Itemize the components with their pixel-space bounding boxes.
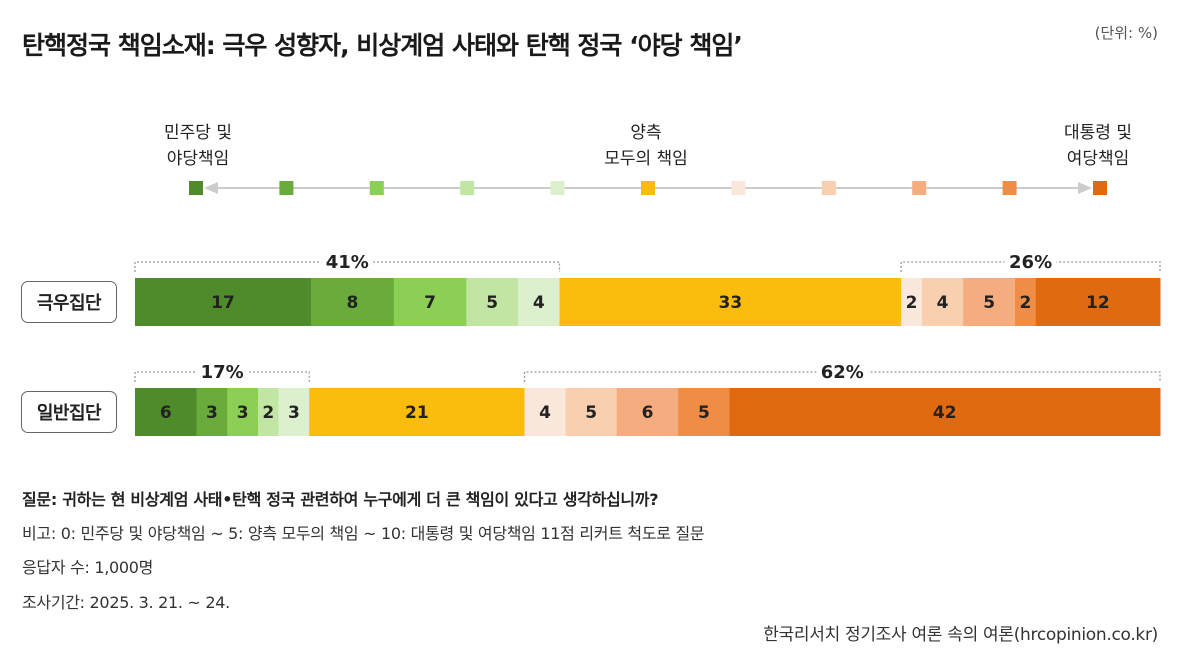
bracket-right-r0 (900, 261, 1161, 272)
chart-title: 탄핵정국 책임소재: 극우 성향자, 비상계엄 사태와 탄핵 정국 ‘야당 책임… (22, 31, 743, 60)
scale-marker-10 (1093, 181, 1107, 195)
bar-segment-r0-s0 (135, 278, 312, 326)
bar-segment-r0-s8 (963, 278, 1016, 326)
bar-value-r0-s6: 2 (906, 293, 918, 313)
bar-value-r0-s8: 5 (983, 293, 995, 313)
scale-marker-4 (550, 181, 565, 195)
bar-segment-r0-s9 (1015, 278, 1037, 326)
bar-segment-r1-s5 (309, 388, 525, 436)
bar-segment-r1-s7 (565, 388, 618, 436)
bracket-left-r0 (134, 261, 561, 272)
bar-value-r0-s2: 7 (424, 293, 436, 313)
bar-segment-r1-s10 (729, 388, 1161, 436)
bracket-right-r1 (523, 371, 1161, 382)
bar-value-r1-s10: 42 (933, 403, 957, 423)
note-remark: 비고: 0: 민주당 및 야당책임 ~ 5: 양측 모두의 책임 ~ 10: 대… (22, 524, 705, 543)
note-respondents: 응답자 수: 1,000명 (22, 558, 154, 577)
scale-marker-1 (279, 181, 294, 195)
bracket-bg-left-r1 (196, 362, 249, 382)
bar-segment-r1-s8 (616, 388, 679, 436)
scale-marker-9 (1002, 181, 1017, 195)
bar-value-r1-s9: 5 (698, 403, 710, 423)
bar-segment-r1-s3 (258, 388, 279, 436)
scale-marker-7 (821, 181, 836, 195)
scale-mid-label: 양측 모두의 책임 (604, 123, 688, 169)
bar-value-r0-s7: 4 (937, 293, 949, 313)
bar-segment-r0-s3 (466, 278, 519, 326)
bracket-bg-right-r0 (1004, 252, 1057, 272)
bar-segment-r1-s6 (524, 388, 566, 436)
bar-value-r0-s10: 12 (1086, 293, 1110, 313)
bar-value-r1-s3: 2 (262, 403, 274, 423)
bar-value-r1-s5: 21 (405, 403, 429, 423)
arrow-right-icon (1078, 182, 1092, 194)
bracket-bg-left-r0 (321, 252, 374, 272)
bar-value-r1-s4: 3 (288, 403, 300, 423)
bracket-bg-right-r1 (816, 362, 869, 382)
bar-segment-r0-s1 (311, 278, 395, 326)
bar-value-r0-s3: 5 (486, 293, 498, 313)
bar-value-r1-s1: 3 (206, 403, 218, 423)
bar-segment-r1-s0 (135, 388, 197, 436)
bar-segment-r0-s6 (901, 278, 923, 326)
bracket-total-right-r0: 26% (1009, 252, 1052, 273)
bar-segment-r0-s2 (393, 278, 467, 326)
bar-segment-r1-s9 (678, 388, 730, 436)
bracket-total-right-r1: 62% (821, 362, 864, 383)
row-label-general: 일반집단 (21, 391, 117, 433)
source-credit: 한국리서치 정기조사 여론 속의 여론(hrcopinion.co.kr) (763, 625, 1158, 645)
scale-marker-3 (460, 181, 475, 195)
scale-marker-0 (189, 181, 203, 195)
bar-value-r1-s6: 4 (539, 403, 551, 423)
scale-marker-5 (641, 181, 655, 195)
scale-left-label: 민주당 및 야당책임 (164, 123, 232, 169)
scale-marker-8 (912, 181, 927, 195)
bar-value-r0-s5: 33 (718, 293, 742, 313)
scale-marker-6 (731, 181, 746, 195)
bar-value-r1-s0: 6 (160, 403, 172, 423)
bracket-total-left-r1: 17% (201, 362, 244, 383)
note-question: 질문: 귀하는 현 비상계엄 사태•탄핵 정국 관련하여 누구에게 더 큰 책임… (22, 490, 659, 509)
scale-marker-2 (369, 181, 384, 195)
arrow-left-icon (204, 182, 218, 194)
bar-segment-r0-s10 (1035, 278, 1161, 326)
bar-segment-r1-s1 (196, 388, 228, 436)
bar-value-r0-s4: 4 (533, 293, 545, 313)
unit-label: (단위: %) (1094, 24, 1158, 42)
row-label-far-right: 극우집단 (21, 281, 117, 323)
bar-value-r1-s8: 6 (642, 403, 654, 423)
bar-value-r1-s2: 3 (237, 403, 249, 423)
scale-right-label: 대통령 및 여당책임 (1064, 123, 1132, 169)
bar-segment-r1-s4 (278, 388, 310, 436)
bar-value-r1-s7: 5 (585, 403, 597, 423)
note-period: 조사기간: 2025. 3. 21. ~ 24. (22, 593, 230, 612)
bar-segment-r0-s5 (559, 278, 902, 326)
bracket-total-left-r0: 41% (326, 252, 369, 273)
bar-segment-r0-s7 (921, 278, 964, 326)
bar-value-r0-s9: 2 (1019, 293, 1031, 313)
bar-segment-r1-s2 (227, 388, 259, 436)
bar-value-r0-s0: 17 (211, 293, 235, 313)
bar-value-r0-s1: 8 (347, 293, 359, 313)
scale-arrow (189, 181, 1107, 195)
bar-segment-r0-s4 (518, 278, 560, 326)
